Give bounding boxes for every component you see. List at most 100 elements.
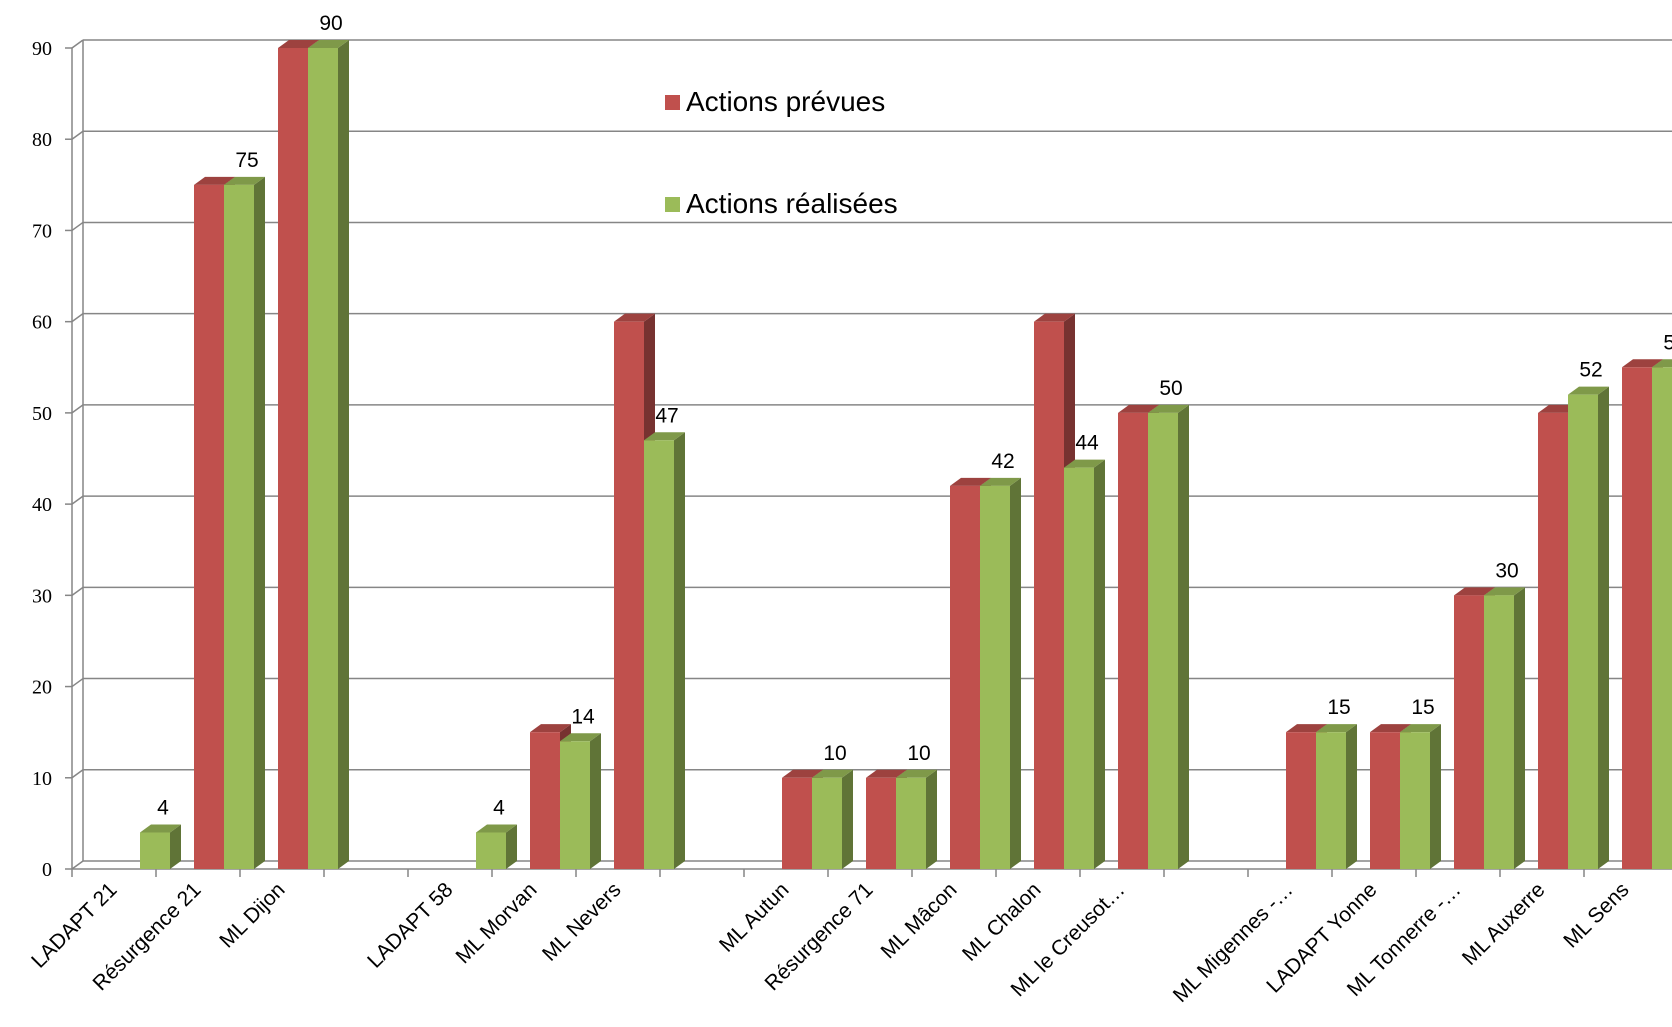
bar-realisees-face [812, 769, 853, 778]
bar-realisees-face [590, 733, 601, 869]
bar-realisees [1148, 404, 1189, 869]
data-label: 55 [1663, 331, 1672, 354]
bar-realisees-face [1148, 404, 1189, 413]
bar-prevues-face [950, 477, 991, 486]
legend-swatch-realisees [665, 196, 680, 212]
bar-realisees-face [476, 824, 517, 833]
bar-prevues-face [866, 769, 907, 778]
bar-prevues-face [1286, 724, 1327, 733]
data-label: 47 [655, 404, 678, 427]
category-label: ML Auxerre [1458, 878, 1550, 970]
bar-realisees [476, 824, 517, 869]
bar-realisees-face [644, 440, 674, 869]
bar-prevues-face [1118, 404, 1159, 413]
bar-realisees-face [1094, 459, 1105, 869]
gridline-depth [71, 860, 84, 870]
bar-realisees [560, 733, 601, 869]
gridline-depth [71, 313, 84, 323]
legend-label-prevues: Actions prévues [686, 86, 886, 117]
bar-realisees-face [1484, 595, 1514, 869]
bar-realisees [1652, 359, 1672, 869]
category-label: LADAPT 58 [363, 878, 457, 972]
y-tick-label: 20 [32, 677, 52, 699]
y-tick-label: 70 [32, 220, 52, 242]
bar-realisees [1316, 724, 1357, 869]
category-label: ML Sens [1559, 878, 1633, 952]
bar-realisees-face [1430, 724, 1441, 869]
bar-realisees-face [1316, 732, 1346, 869]
bar-realisees-face [140, 832, 170, 869]
bar-prevues-face [194, 184, 224, 870]
gridline-depth [71, 130, 84, 140]
data-label: 50 [1159, 377, 1182, 400]
bar-realisees-face [674, 432, 685, 869]
y-tick-label: 0 [42, 859, 52, 881]
data-label: 30 [1495, 559, 1518, 582]
bar-realisees [644, 432, 685, 869]
bar-prevues-face [1118, 412, 1148, 869]
bar-prevues-face [1286, 732, 1316, 869]
bar-prevues-face [1454, 587, 1495, 596]
bar-realisees-face [1652, 359, 1672, 368]
bar-realisees-face [1400, 732, 1430, 869]
bar-realisees-face [476, 832, 506, 869]
bar-realisees-face [254, 176, 265, 870]
bar-realisees-face [1148, 412, 1178, 869]
data-label: 44 [1075, 432, 1099, 455]
bar-realisees [1400, 724, 1441, 869]
data-label: 10 [907, 742, 930, 765]
bar-realisees-face [1064, 459, 1105, 468]
bar-prevues-face [1370, 724, 1411, 733]
y-tick-label: 10 [32, 768, 52, 790]
bar-prevues-face [782, 769, 823, 778]
y-tick-label: 60 [32, 312, 52, 334]
bar-realisees-face [926, 769, 937, 869]
gridline-depth [71, 677, 84, 688]
category-label: ML Chalon [958, 878, 1046, 966]
category-label: ML Autun [715, 878, 793, 956]
bar-realisees-face [1568, 394, 1598, 869]
gridline-depth [71, 39, 84, 49]
legend-item-prevues: Actions prévues [665, 86, 885, 118]
y-tick-label: 50 [32, 403, 52, 425]
bar-realisees-face [140, 824, 181, 833]
data-label: 75 [235, 149, 258, 172]
bar-realisees-face [1514, 587, 1525, 869]
bar-prevues-face [1622, 367, 1652, 869]
y-tick-label: 80 [32, 129, 52, 151]
bar-prevues-face [614, 313, 655, 322]
bar-realisees [896, 769, 937, 869]
y-tick-label: 90 [32, 38, 52, 60]
legend-swatch-prevues [665, 94, 680, 110]
bar-prevues-face [278, 40, 319, 48]
bar-realisees [812, 769, 853, 869]
bar-prevues-face [1370, 732, 1400, 869]
bar-realisees-face [224, 184, 254, 870]
gridline-depth [71, 404, 84, 414]
bar-prevues-face [530, 732, 560, 869]
bar-realisees-face [1652, 367, 1672, 869]
bar-realisees-face [842, 769, 853, 869]
bar-realisees [1064, 459, 1105, 869]
data-label: 14 [571, 705, 595, 728]
data-label: 15 [1411, 696, 1434, 719]
category-label: ML Morvan [452, 878, 542, 968]
data-label: 90 [319, 12, 342, 35]
bar-realisees-face [1484, 587, 1525, 596]
data-label: 4 [493, 797, 505, 820]
bar-prevues-face [1622, 359, 1663, 368]
bar-prevues-face [1538, 412, 1568, 869]
bar-realisees-face [560, 741, 590, 869]
gridline-depth [71, 769, 84, 779]
bar-realisees [1484, 587, 1525, 869]
bar-realisees-face [980, 485, 1010, 869]
bar-prevues-face [866, 777, 896, 869]
bar-realisees-face [1400, 724, 1441, 733]
gridline-depth [71, 221, 84, 232]
bar-realisees-face [1178, 404, 1189, 869]
bar-realisees-face [812, 777, 842, 869]
y-tick-label: 30 [32, 585, 52, 607]
category-label: LADAPT 21 [27, 878, 121, 972]
bar-prevues-face [530, 724, 571, 733]
